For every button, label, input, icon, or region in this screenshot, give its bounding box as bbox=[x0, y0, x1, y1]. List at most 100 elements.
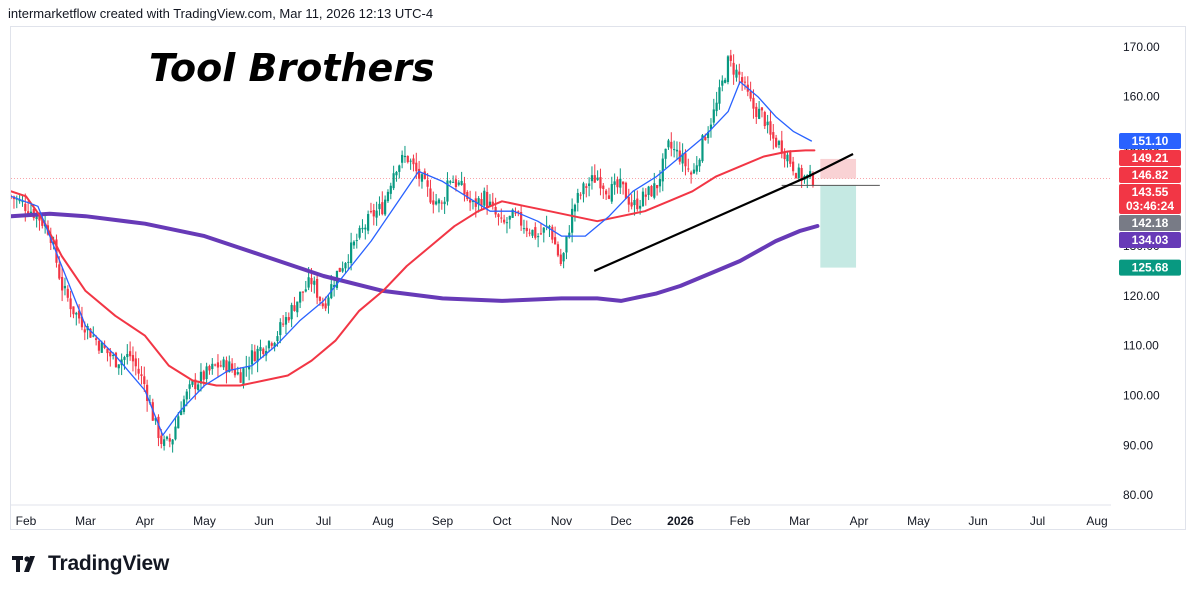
candle-body bbox=[491, 201, 494, 206]
candle-body bbox=[231, 363, 234, 370]
x-tick-label: Apr bbox=[136, 514, 155, 528]
candle-body bbox=[573, 204, 577, 212]
candle-body bbox=[695, 165, 698, 172]
candle-body bbox=[233, 369, 237, 376]
candle-body bbox=[80, 316, 84, 328]
candle-body bbox=[109, 351, 112, 357]
chart-frame[interactable]: 170.00160.00150.00140.00130.00120.00110.… bbox=[10, 26, 1186, 530]
candle-body bbox=[644, 194, 647, 197]
candle-body bbox=[375, 210, 378, 218]
candle-body bbox=[386, 191, 390, 202]
candle-body bbox=[72, 306, 75, 315]
candle-body bbox=[712, 109, 715, 123]
candle-body bbox=[24, 203, 27, 211]
candle-body bbox=[347, 261, 350, 263]
candle-body bbox=[457, 182, 460, 185]
y-tick-label: 80.00 bbox=[1123, 488, 1153, 502]
price-badge bbox=[1119, 259, 1181, 276]
candle-body bbox=[735, 69, 738, 78]
candle-body bbox=[409, 160, 412, 162]
candle-body bbox=[811, 172, 815, 186]
candle-body bbox=[729, 55, 732, 61]
candle-body bbox=[743, 81, 747, 83]
candlestick-layer bbox=[11, 49, 815, 453]
candle-body bbox=[389, 185, 392, 194]
price-badge-label: 146.82 bbox=[1132, 168, 1169, 182]
candle-body bbox=[576, 192, 579, 203]
candle-body bbox=[619, 178, 622, 188]
candle-body bbox=[726, 56, 730, 83]
candle-body bbox=[766, 121, 769, 126]
candle-body bbox=[505, 222, 509, 224]
candle-body bbox=[752, 97, 755, 109]
tradingview-logo[interactable]: TradingView bbox=[12, 552, 169, 576]
candle-body bbox=[236, 372, 239, 375]
candle-body bbox=[525, 227, 528, 232]
x-tick-label: May bbox=[907, 514, 930, 528]
candle-body bbox=[154, 417, 157, 421]
candle-body bbox=[197, 384, 200, 390]
candle-body bbox=[228, 361, 231, 373]
candle-body bbox=[168, 438, 171, 442]
candle-body bbox=[562, 253, 565, 262]
candle-body bbox=[364, 227, 367, 230]
candle-body bbox=[673, 149, 676, 151]
candle-body bbox=[66, 288, 69, 298]
candle-body bbox=[454, 179, 458, 188]
candle-body bbox=[477, 198, 480, 205]
candle-body bbox=[588, 183, 591, 187]
candle-body bbox=[143, 376, 146, 385]
candle-body bbox=[140, 374, 143, 376]
candle-body bbox=[681, 153, 684, 164]
candle-body bbox=[610, 184, 613, 202]
risk-reward-zones[interactable] bbox=[820, 158, 857, 268]
stop-loss-zone bbox=[820, 158, 857, 179]
candle-body bbox=[185, 391, 188, 400]
x-tick-label: Jun bbox=[254, 514, 273, 528]
candle-body bbox=[194, 379, 197, 390]
candle-body bbox=[709, 124, 713, 130]
candle-body bbox=[293, 305, 296, 311]
candle-body bbox=[656, 185, 659, 189]
price-chart[interactable]: 170.00160.00150.00140.00130.00120.00110.… bbox=[11, 27, 1185, 529]
mid-moving-average-line bbox=[11, 149, 816, 387]
candle-body bbox=[420, 174, 424, 182]
candle-body bbox=[202, 371, 205, 380]
candle-body bbox=[219, 365, 222, 367]
candle-body bbox=[559, 254, 562, 265]
candle-body bbox=[38, 215, 41, 221]
x-tick-label: Aug bbox=[372, 514, 393, 528]
candle-body bbox=[542, 227, 545, 233]
candle-body bbox=[463, 183, 466, 195]
indicator-lines bbox=[11, 81, 880, 436]
axis-layer: 170.00160.00150.00140.00130.00120.00110.… bbox=[16, 40, 1160, 528]
x-tick-label: Jun bbox=[968, 514, 987, 528]
candle-body bbox=[613, 181, 616, 185]
candle-body bbox=[741, 77, 744, 83]
candle-body bbox=[253, 351, 256, 362]
candle-body bbox=[205, 366, 208, 380]
candle-body bbox=[670, 141, 673, 149]
candle-body bbox=[29, 211, 33, 214]
candle-body bbox=[384, 199, 387, 215]
candle-body bbox=[214, 364, 217, 366]
candle-body bbox=[191, 380, 194, 385]
candle-body bbox=[687, 168, 690, 170]
candle-body bbox=[92, 335, 95, 337]
candle-body bbox=[732, 62, 735, 75]
candle-body bbox=[418, 168, 421, 179]
candle-body bbox=[21, 201, 24, 203]
candle-body bbox=[602, 185, 605, 189]
candle-body bbox=[165, 436, 169, 439]
x-tick-label: Nov bbox=[551, 514, 572, 528]
y-tick-label: 100.00 bbox=[1123, 388, 1160, 402]
countdown-label: 03:46:24 bbox=[1126, 199, 1174, 213]
candle-body bbox=[469, 199, 472, 203]
candle-body bbox=[103, 344, 106, 348]
candle-body bbox=[398, 165, 401, 172]
grid-layer bbox=[11, 178, 1111, 506]
candle-body bbox=[41, 218, 44, 226]
y-tick-label: 90.00 bbox=[1123, 438, 1153, 452]
candle-body bbox=[792, 161, 795, 172]
candle-body bbox=[539, 233, 543, 235]
